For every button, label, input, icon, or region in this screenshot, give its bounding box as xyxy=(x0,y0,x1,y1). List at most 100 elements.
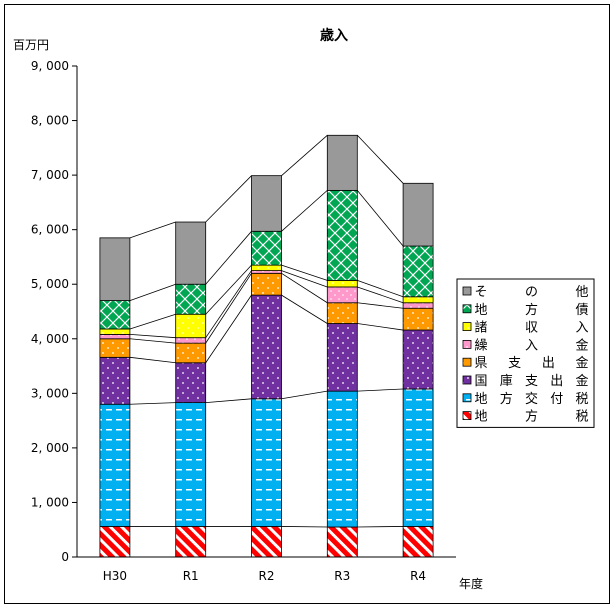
bar-segment xyxy=(327,280,357,287)
legend-label-char: 方 xyxy=(525,409,538,425)
series-connector-line xyxy=(282,135,328,175)
series-connector-line xyxy=(206,271,252,338)
y-tick-label: 2, 000 xyxy=(31,441,69,455)
bar-segment xyxy=(100,357,130,404)
series-connector-line xyxy=(206,273,252,343)
stacked-bar-chart: 01, 0002, 0003, 0004, 0005, 0006, 0007, … xyxy=(5,5,611,605)
bar-segment xyxy=(100,339,130,358)
y-tick-label: 4, 000 xyxy=(31,332,69,346)
series-connector-line xyxy=(206,176,252,222)
series-connector-line xyxy=(130,339,176,343)
bar-segment xyxy=(252,273,282,295)
bar-segment xyxy=(403,183,433,246)
bar-segment xyxy=(403,297,433,303)
legend-label-char: 出 xyxy=(550,374,563,389)
bar-segment xyxy=(176,338,206,343)
bar-segment xyxy=(100,301,130,329)
bar-segment xyxy=(403,330,433,389)
series-connector-line xyxy=(357,135,403,183)
legend-label-char: 税 xyxy=(575,410,588,425)
bar-segment xyxy=(252,399,282,527)
bar-segment xyxy=(176,343,206,363)
series-connector-line xyxy=(206,295,252,363)
chart-title: 歳入 xyxy=(320,27,348,44)
series-connector-line xyxy=(130,357,176,362)
bar-segment xyxy=(100,238,130,301)
x-tick-label: R3 xyxy=(334,569,350,583)
y-tick-label: 9, 000 xyxy=(31,59,69,73)
bar-segment xyxy=(176,284,206,314)
bar-segment xyxy=(403,526,433,557)
y-tick-label: 1, 000 xyxy=(31,495,69,509)
series-connector-line xyxy=(130,284,176,300)
legend-swatch xyxy=(463,394,471,402)
series-connector-line xyxy=(130,222,176,238)
bar-segment xyxy=(403,246,433,297)
legend-label-char: 税 xyxy=(575,392,588,407)
series-connector-line xyxy=(130,334,176,337)
legend-swatch xyxy=(463,340,471,348)
series-connector-line xyxy=(357,190,403,246)
legend-label-char: 繰 xyxy=(474,338,487,353)
legend-label-char: 方 xyxy=(500,391,513,407)
legend-swatch xyxy=(463,323,471,331)
bar-segment xyxy=(403,308,433,330)
legend-label-char: 入 xyxy=(525,338,538,353)
bar-segment xyxy=(403,303,433,308)
bar-segment xyxy=(327,303,357,324)
bar-segment xyxy=(100,329,130,334)
legend-label-char: そ xyxy=(474,285,487,300)
legend-label-char: 付 xyxy=(550,392,563,407)
legend-label-char: 県 xyxy=(474,356,487,371)
bar-segment xyxy=(100,334,130,338)
y-tick-label: 5, 000 xyxy=(31,277,69,291)
series-connector-line xyxy=(282,295,328,323)
legend-label-char: 地 xyxy=(474,303,487,318)
series-connector-line xyxy=(206,231,252,284)
bar-segment xyxy=(252,271,282,274)
series-connector-line xyxy=(357,287,403,303)
bar-segment xyxy=(327,190,357,280)
legend-label-char: 入 xyxy=(575,321,588,336)
x-tick-label: R2 xyxy=(259,569,275,583)
series-connector-line xyxy=(282,190,328,231)
legend-label-char: 出 xyxy=(542,356,555,371)
legend-label-char: 支 xyxy=(508,356,521,371)
x-tick-label: R4 xyxy=(410,569,426,583)
series-connector-line xyxy=(130,314,176,329)
series-connector-line xyxy=(282,526,328,527)
bar-segment xyxy=(252,526,282,557)
x-axis-unit: 年度 xyxy=(459,576,483,591)
y-tick-label: 3, 000 xyxy=(31,386,69,400)
legend-label-char: 諸 xyxy=(474,320,487,336)
bar-segment xyxy=(176,403,206,527)
y-tick-label: 6, 000 xyxy=(31,223,69,237)
bar-segment xyxy=(327,324,357,392)
bar-segment xyxy=(100,404,130,526)
legend-label-char: 債 xyxy=(575,303,588,318)
bar-segment xyxy=(327,287,357,303)
bar-segment xyxy=(176,526,206,557)
legend-label-char: 支 xyxy=(525,374,538,389)
bar-segment xyxy=(100,526,130,557)
bar-segment xyxy=(327,135,357,190)
series-connector-line xyxy=(206,399,252,403)
series-connector-line xyxy=(282,391,328,399)
legend-label-char: 金 xyxy=(575,373,588,389)
legend-label-char: 金 xyxy=(575,337,588,353)
series-connector-line xyxy=(357,389,403,391)
legend-label-char: 金 xyxy=(575,355,588,371)
bar-segment xyxy=(252,231,282,265)
legend-label-char: 交 xyxy=(525,391,538,407)
legend-label-char: 庫 xyxy=(500,374,513,389)
legend-label-char: 収 xyxy=(525,321,538,336)
bar-segment xyxy=(176,314,206,337)
legend-label-char: 国 xyxy=(474,374,487,389)
bar-segment xyxy=(327,391,357,527)
series-connector-line xyxy=(206,265,252,314)
legend-label-char: 他 xyxy=(575,285,588,300)
series-connector-line xyxy=(130,403,176,405)
y-tick-label: 7, 000 xyxy=(31,168,69,182)
y-tick-label: 8, 000 xyxy=(31,114,69,128)
x-tick-label: H30 xyxy=(103,569,127,583)
